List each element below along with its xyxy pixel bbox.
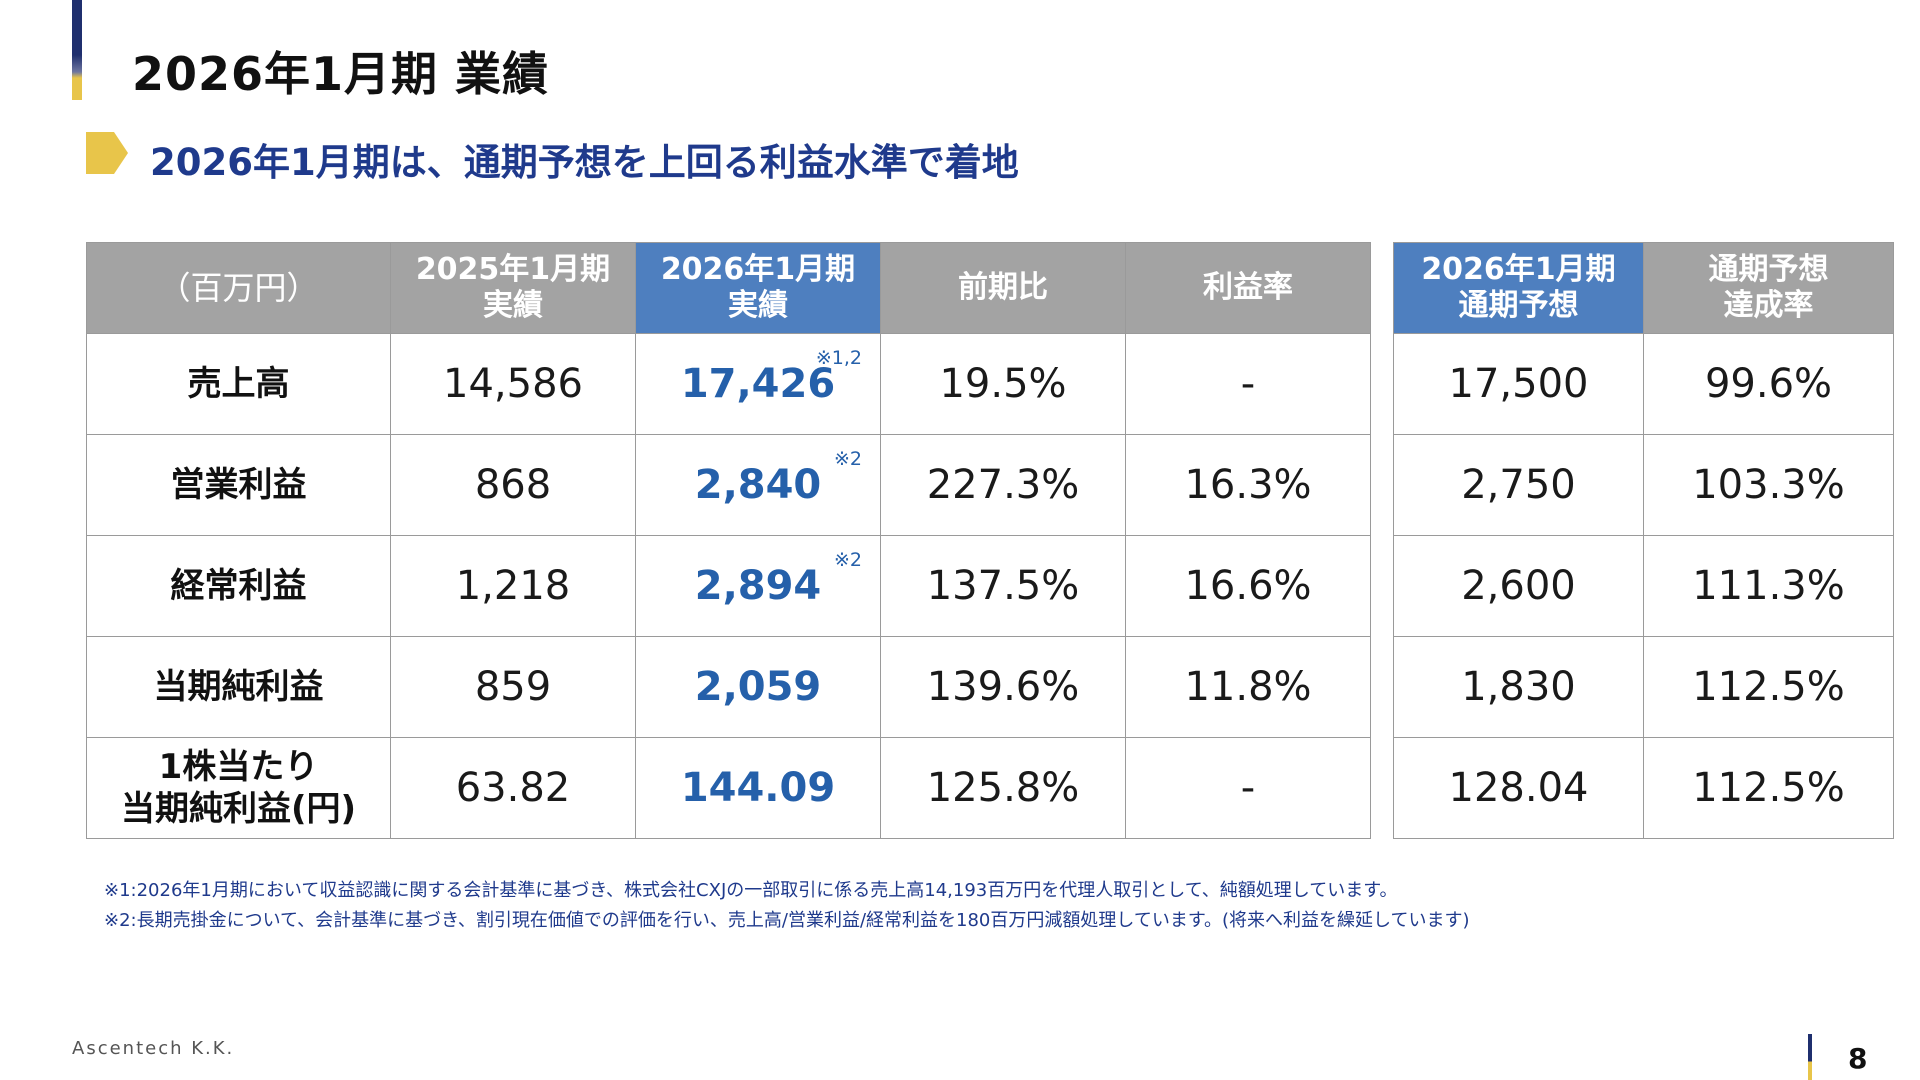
footnotes: ※1:2026年1月期において収益認識に関する会計基準に基づき、株式会社CXJの… (104, 876, 1470, 936)
forecast-header: 2026年1月期 通期予想 (1393, 242, 1644, 334)
unit-label: （百万円） (158, 269, 319, 307)
footnote-2: ※2:長期売掛金について、会計基準に基づき、割引現在価値での評価を行い、売上高/… (104, 910, 1470, 931)
margin-value: - (1125, 333, 1371, 435)
table-row: 2,600 111.3% (1393, 535, 1894, 637)
table-row: 売上高 14,586 17,426 ※1,2 19.5% - (86, 333, 1371, 435)
yoy-value: 227.3% (880, 434, 1126, 536)
prev-year-value: 14,586 (390, 333, 636, 435)
prev-year-header-line2: 実績 (483, 288, 543, 323)
margin-value: - (1125, 737, 1371, 839)
forecast-header-row: 2026年1月期 通期予想 通期予想 達成率 (1393, 242, 1894, 334)
footnote-marker: ※2 (833, 549, 862, 571)
prev-year-value: 868 (390, 434, 636, 536)
achievement-value: 111.3% (1643, 535, 1894, 637)
table-row: 17,500 99.6% (1393, 333, 1894, 435)
achievement-header-line1: 通期予想 (1708, 252, 1829, 287)
row-label-line: 売上高 (187, 364, 290, 404)
table-row: 経常利益 1,218 2,894 ※2 137.5% 16.6% (86, 535, 1371, 637)
page-number: 8 (1848, 1042, 1868, 1075)
current-year-header-line1: 2026年1月期 (660, 252, 856, 287)
current-year-header: 2026年1月期 実績 (635, 242, 881, 334)
prev-year-value: 859 (390, 636, 636, 738)
current-year-cell: 2,894 ※2 (635, 535, 881, 637)
yoy-value: 139.6% (880, 636, 1126, 738)
current-year-value: 17,426 (680, 361, 836, 407)
forecast-header-line1: 2026年1月期 (1421, 252, 1616, 287)
row-label-line: 営業利益 (170, 465, 307, 505)
page-subtitle: 2026年1月期は、通期予想を上回る利益水準で着地 (150, 141, 1019, 184)
current-year-cell: 2,840 ※2 (635, 434, 881, 536)
margin-value: 11.8% (1125, 636, 1371, 738)
current-year-value: 2,894 (694, 563, 822, 609)
yoy-value: 125.8% (880, 737, 1126, 839)
table-row: 2,750 103.3% (1393, 434, 1894, 536)
row-label: 当期純利益 (86, 636, 391, 738)
title-accent-bar (72, 0, 82, 100)
current-year-cell: 144.09 (635, 737, 881, 839)
row-label: 経常利益 (86, 535, 391, 637)
results-table: （百万円） 2025年1月期 実績 2026年1月期 実績 前期比 利益率 売上… (86, 242, 1371, 839)
current-year-header-line2: 実績 (728, 288, 788, 323)
forecast-table: 2026年1月期 通期予想 通期予想 達成率 17,500 99.6% 2,750 1… (1393, 242, 1894, 839)
unit-header: （百万円） (86, 242, 391, 334)
prev-year-header: 2025年1月期 実績 (390, 242, 636, 334)
achievement-value: 112.5% (1643, 737, 1894, 839)
page-number-accent-bar (1808, 1034, 1812, 1080)
margin-header: 利益率 (1125, 242, 1371, 334)
yoy-value: 137.5% (880, 535, 1126, 637)
table-row: 128.04 112.5% (1393, 737, 1894, 839)
row-label-line: 経常利益 (170, 566, 307, 606)
results-header-row: （百万円） 2025年1月期 実績 2026年1月期 実績 前期比 利益率 (86, 242, 1371, 334)
prev-year-value: 1,218 (390, 535, 636, 637)
forecast-value: 2,750 (1393, 434, 1644, 536)
row-label-line: 当期純利益(円) (120, 789, 357, 829)
achievement-value: 99.6% (1643, 333, 1894, 435)
forecast-value: 128.04 (1393, 737, 1644, 839)
achievement-value: 112.5% (1643, 636, 1894, 738)
row-label-line: 当期純利益 (153, 667, 324, 707)
page-title: 2026年1月期 業績 (132, 47, 550, 101)
company-name: Ascentech K.K. (72, 1038, 235, 1059)
footnote-marker: ※2 (833, 448, 862, 470)
current-year-cell: 17,426 ※1,2 (635, 333, 881, 435)
current-year-value: 2,840 (694, 462, 822, 508)
forecast-value: 2,600 (1393, 535, 1644, 637)
forecast-value: 1,830 (1393, 636, 1644, 738)
table-row: 当期純利益 859 2,059 139.6% 11.8% (86, 636, 1371, 738)
current-year-value: 144.09 (680, 765, 836, 811)
margin-value: 16.3% (1125, 434, 1371, 536)
yoy-header: 前期比 (880, 242, 1126, 334)
prev-year-value: 63.82 (390, 737, 636, 839)
achievement-value: 103.3% (1643, 434, 1894, 536)
row-label: 1株当たり 当期純利益(円) (86, 737, 391, 839)
row-label: 営業利益 (86, 434, 391, 536)
yoy-value: 19.5% (880, 333, 1126, 435)
current-year-value: 2,059 (694, 664, 822, 710)
row-label: 売上高 (86, 333, 391, 435)
table-row: 1株当たり 当期純利益(円) 63.82 144.09 125.8% - (86, 737, 1371, 839)
table-row: 1,830 112.5% (1393, 636, 1894, 738)
footnote-marker: ※1,2 (815, 347, 862, 369)
current-year-cell: 2,059 (635, 636, 881, 738)
forecast-value: 17,500 (1393, 333, 1644, 435)
forecast-header-line2: 通期予想 (1458, 288, 1579, 323)
prev-year-header-line1: 2025年1月期 (415, 252, 611, 287)
achievement-header-line2: 達成率 (1723, 288, 1814, 323)
row-label-line: 1株当たり (158, 747, 319, 787)
table-row: 営業利益 868 2,840 ※2 227.3% 16.3% (86, 434, 1371, 536)
footnote-1: ※1:2026年1月期において収益認識に関する会計基準に基づき、株式会社CXJの… (104, 880, 1398, 901)
achievement-header: 通期予想 達成率 (1643, 242, 1894, 334)
margin-value: 16.6% (1125, 535, 1371, 637)
